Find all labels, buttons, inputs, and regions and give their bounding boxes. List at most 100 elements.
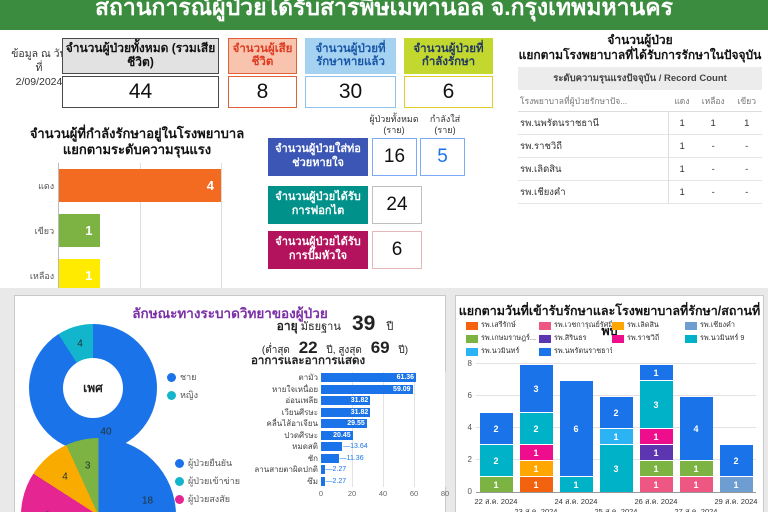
stacked-bar-segment[interactable]: 2 <box>479 412 513 444</box>
kpi-intubated-current: 5 <box>420 138 465 176</box>
stacked-bar-segment[interactable]: 2 <box>519 412 553 444</box>
stacked-bar-segment[interactable]: 3 <box>599 444 633 492</box>
y-tick-label: 6 <box>467 391 472 400</box>
col-red: แดง <box>668 91 695 112</box>
gridline <box>445 372 446 487</box>
legend-item[interactable]: รพ.นวมินทร์ <box>466 346 539 357</box>
stacked-bar-segment[interactable]: 2 <box>719 444 753 476</box>
stacked-bar-segment[interactable]: 2 <box>599 396 633 428</box>
legend-swatch <box>167 372 176 382</box>
stacked-bar-segment[interactable]: 1 <box>679 460 713 476</box>
symptom-bar[interactable]: 29.55 <box>321 419 367 429</box>
legend-item[interactable]: รพ.เลิดสิน <box>612 320 685 331</box>
legend-item[interactable]: รพ.สิรินธร <box>539 333 612 344</box>
severity-bar[interactable]: 1 <box>59 259 100 293</box>
legend-item[interactable]: รพ.นวมินทร์ 9 <box>685 333 758 344</box>
age-median-label: มัธยฐาน <box>300 321 341 333</box>
severity-bar[interactable]: 4 <box>59 169 221 203</box>
legend-item[interactable]: รพ.เกษมราษฎร์... <box>466 333 539 344</box>
stacked-bar-segment[interactable]: 1 <box>639 476 673 492</box>
legend-item[interactable]: รพ.ราชวิถี <box>612 333 685 344</box>
x-tick-label: 24 ส.ค. 2024 <box>554 497 598 506</box>
symptoms-x-axis: 0 20 40 60 80 <box>319 489 449 499</box>
symptom-bar-value: 31.82 <box>350 397 369 405</box>
legend-item[interactable]: รพ.นพรัตนราชธานี <box>539 346 612 357</box>
stacked-bar-segment[interactable]: 3 <box>639 380 673 428</box>
kpi-recovered-label: จำนวนผู้ป่วยที่รักษาหายแล้ว <box>305 38 396 74</box>
symptom-bar[interactable] <box>321 476 325 486</box>
stacked-bar-segment[interactable]: 1 <box>639 460 673 476</box>
symptom-bar[interactable] <box>321 442 343 452</box>
legend-item[interactable]: รพ.เวชการุณย์รัศมิ์ <box>539 320 612 331</box>
symptom-bar[interactable]: 31.82 <box>321 396 371 406</box>
legend-swatch <box>175 458 184 468</box>
legend-swatch <box>612 321 624 330</box>
symptom-bar[interactable] <box>321 465 325 475</box>
legend-item[interactable]: ผู้ป่วยยืนยัน <box>175 456 240 470</box>
kpi-deaths-value: 8 <box>228 76 297 108</box>
symptom-bar-value: 61.36 <box>396 374 415 382</box>
gender-donut-chart[interactable]: เพศ 40 4 <box>29 324 157 452</box>
kpi-cpr-total: 6 <box>372 231 422 269</box>
symptom-bar[interactable] <box>321 453 339 463</box>
classification-pie-chart[interactable]: 1811843 <box>21 438 176 512</box>
table-row[interactable]: รพ.เลิดสิน 1- - <box>518 157 762 181</box>
stacked-bar-segment[interactable]: 1 <box>639 428 673 444</box>
table-row[interactable]: รพ.นพรัตนราชธานี 1 1 1 <box>518 111 762 135</box>
stacked-bar-segment[interactable]: 1 <box>559 476 593 492</box>
stacked-bar-segment[interactable]: 1 <box>639 444 673 460</box>
legend-swatch <box>167 390 176 400</box>
stacked-bar-segment[interactable]: 1 <box>599 428 633 444</box>
symptom-bar-track: 61.36 <box>321 373 445 383</box>
legend-item[interactable]: ผู้ป่วยเข้าข่าย <box>175 474 240 488</box>
symptom-bar[interactable]: 59.09 <box>321 384 413 394</box>
hospital-name-cell: รพ.ราชวิถี <box>518 134 669 158</box>
legend-item[interactable]: รพ.เสรีรักษ์ <box>466 320 539 331</box>
stacked-bar-segment[interactable]: 1 <box>719 476 753 492</box>
stacked-bar-segment[interactable]: 1 <box>679 476 713 492</box>
legend-label: ผู้ป่วยสงสัย <box>188 494 230 504</box>
legend-label: รพ.ราชวิถี <box>627 333 660 342</box>
stacked-bar-segment[interactable]: 1 <box>479 476 513 492</box>
hospital-table-panel: จำนวนผู้ป่วย แยกตามโรงพยาบาลที่ได้รับการ… <box>518 33 762 204</box>
stacked-bar-segment[interactable]: 3 <box>519 364 553 412</box>
legend-item[interactable]: หญิง <box>167 388 198 402</box>
severity-bar[interactable]: 1 <box>59 214 100 248</box>
count-cell: - <box>694 157 732 181</box>
age-unit-1: ปี <box>386 321 394 333</box>
kpi-dialysis-total: 24 <box>372 186 422 224</box>
stacked-bar-segment[interactable]: 1 <box>519 460 553 476</box>
symptom-label: ซึม <box>307 476 318 486</box>
symptoms-chart-title: อาการและอาการแสดง <box>251 355 366 367</box>
count-cell: 1 <box>668 134 695 158</box>
stacked-bar-segment[interactable]: 1 <box>519 444 553 460</box>
stacked-bar-segment[interactable]: 4 <box>679 396 713 460</box>
legend-item[interactable]: ผู้ป่วยสงสัย <box>175 492 240 506</box>
stacked-bar-segment[interactable]: 1 <box>519 476 553 492</box>
symptom-bar[interactable]: 20.45 <box>321 430 353 440</box>
age-median-value: 39 <box>351 312 376 335</box>
table-row[interactable]: รพ.ราชวิถี 1- - <box>518 134 762 158</box>
legend-item[interactable]: รพ.เชียงคำ <box>685 320 758 331</box>
severity-bar-row: แดง 4 <box>38 169 221 203</box>
stacked-bar-segment[interactable]: 2 <box>479 444 513 476</box>
stacked-bar-segment[interactable]: 1 <box>639 364 673 380</box>
symptom-bar[interactable]: 61.36 <box>321 373 417 383</box>
stacked-bar-segment[interactable]: 6 <box>559 380 593 476</box>
count-cell: - <box>694 134 732 158</box>
table-row[interactable]: รพ.เชียงคำ 1- - <box>518 180 762 204</box>
pie-slice-value: 4 <box>62 471 68 483</box>
symptom-label: หายใจเหนื่อย <box>271 384 318 394</box>
legend-swatch <box>539 347 551 356</box>
legend-item[interactable]: ชาย <box>167 370 198 384</box>
count-cell: 1 <box>668 157 695 181</box>
symptom-bar[interactable]: 31.82 <box>321 407 371 417</box>
